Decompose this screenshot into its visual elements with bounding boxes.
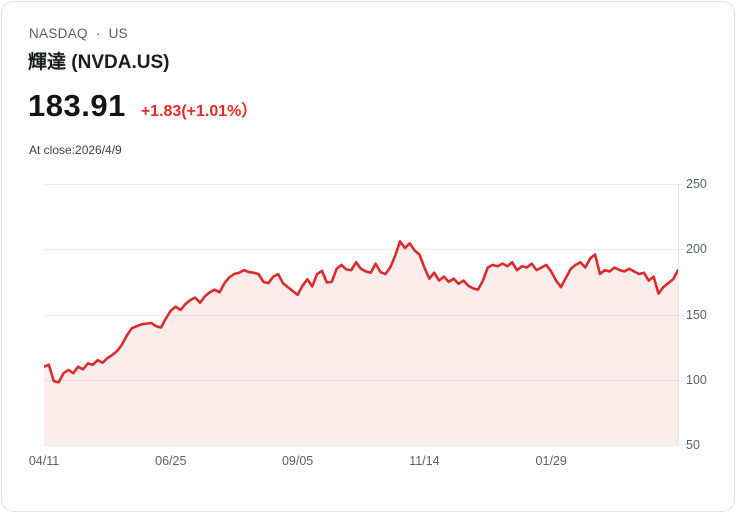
exchange-info: NASDAQ · US (29, 26, 128, 41)
price-line-svg[interactable] (44, 184, 678, 445)
price-change: +1.83(+1.01%） (140, 103, 258, 120)
separator-dot: · (95, 26, 101, 41)
exchange-label: NASDAQ (29, 26, 88, 41)
region-label: US (108, 26, 128, 41)
y-tick-label: 100 (686, 372, 707, 387)
as-of-timestamp: At close:2026/4/9 (29, 143, 122, 157)
y-tick-label: 250 (686, 177, 707, 191)
price-area-chart[interactable]: 250 200 150 100 50 04/11 06/25 09/05 11/14 01/29 (29, 177, 707, 468)
y-tick-label: 50 (686, 438, 700, 452)
price-area-fill (44, 241, 678, 445)
x-tick-label: 04/11 (28, 454, 60, 468)
gridline (44, 314, 683, 316)
stock-name-title: 輝達 (NVDA.US) (28, 52, 170, 73)
x-tick-label: 11/14 (409, 454, 440, 468)
gridline (44, 379, 683, 381)
y-axis-line (678, 184, 679, 445)
gridline (44, 445, 683, 446)
x-tick-label: 06/25 (155, 454, 187, 468)
last-price: 183.91 (28, 88, 126, 123)
y-tick-label: 150 (686, 307, 707, 322)
x-tick-label: 09/05 (281, 454, 314, 468)
x-tick-label: 01/29 (535, 454, 567, 468)
price-row: 183.91 +1.83(+1.01%） (28, 88, 257, 124)
gridline (44, 249, 683, 251)
y-tick-label: 200 (686, 242, 707, 257)
price-line (44, 240, 678, 384)
gridline (44, 184, 683, 185)
